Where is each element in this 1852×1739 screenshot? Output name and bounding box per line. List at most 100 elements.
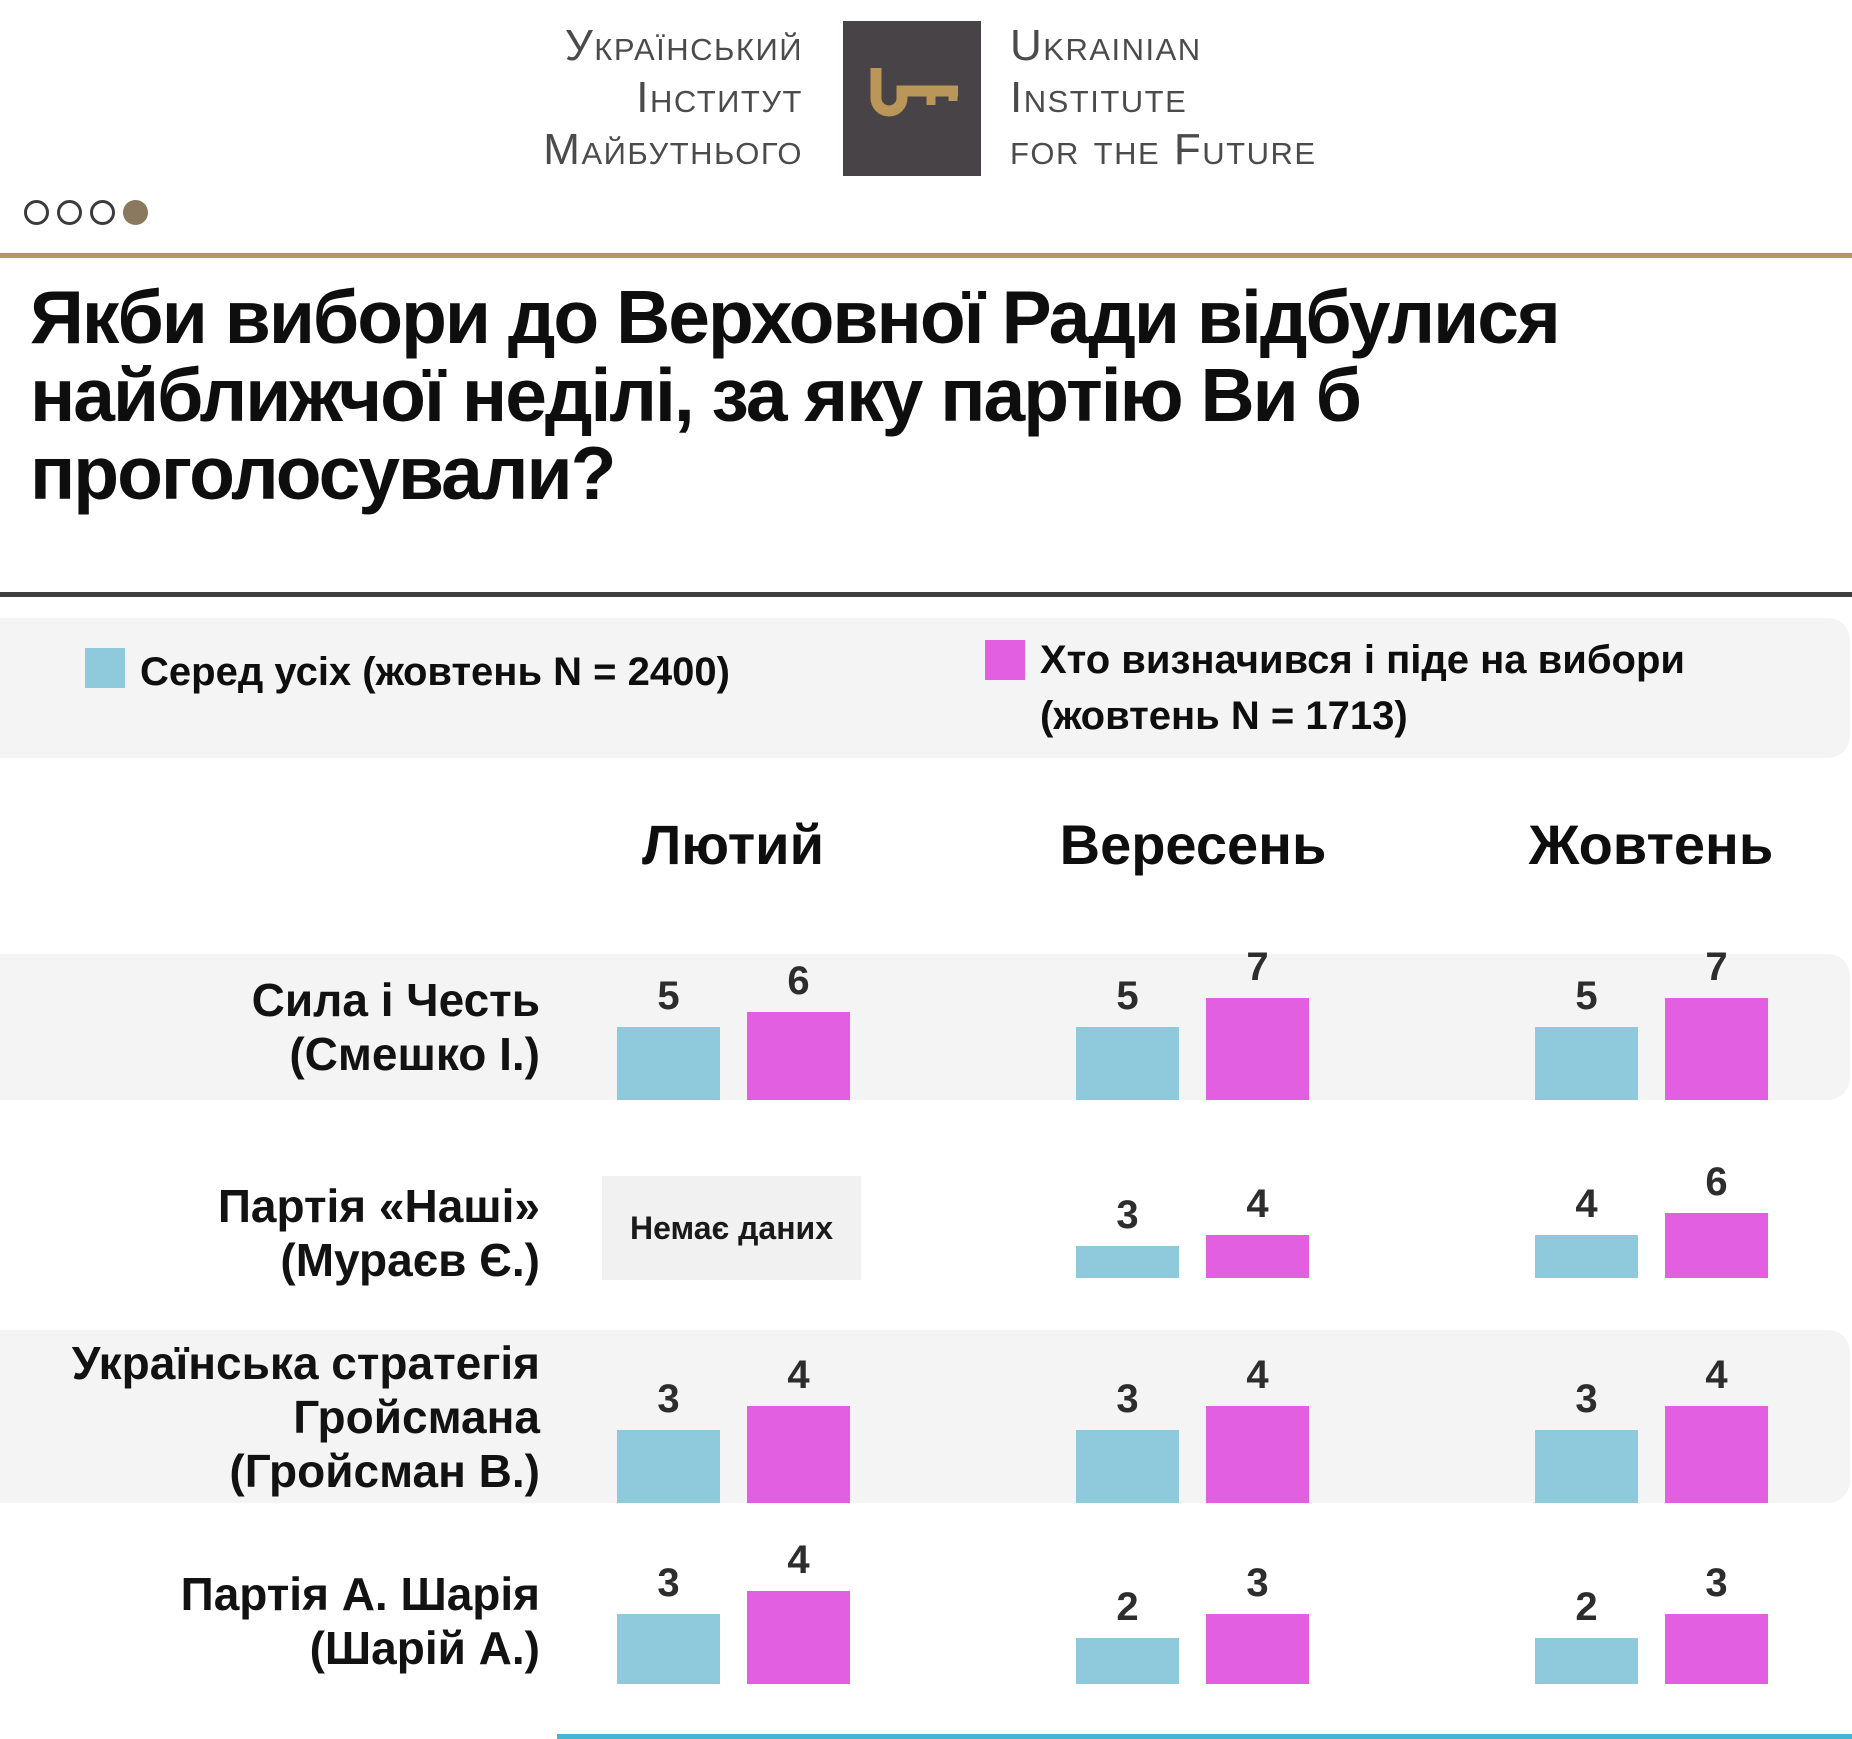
party-label: Партія А. Шарія (Шарій А.)	[0, 1567, 540, 1675]
chart-cell-september: 3 4	[1076, 1103, 1309, 1278]
bar-all-voters: 3	[1535, 1377, 1638, 1503]
logo-line: Український	[564, 21, 803, 70]
bar-all-voters: 5	[617, 974, 720, 1100]
party-name: Партія «Наші»	[217, 1180, 540, 1232]
bar-all-voters: 5	[1535, 974, 1638, 1100]
bar-value-label: 4	[787, 1353, 810, 1397]
bar-all-voters: 3	[1076, 1193, 1179, 1278]
party-leader: (Шарій А.)	[309, 1622, 540, 1674]
party-row-shariy: Партія А. Шарія (Шарій А.) 3 4 2 3 2 3	[0, 1503, 1852, 1739]
slide-pagination	[24, 200, 156, 225]
legend-label-all-voters: Серед усіх (жовтень N = 2400)	[140, 648, 730, 696]
bar-value-label: 5	[657, 974, 680, 1018]
key-icon	[870, 67, 958, 116]
column-header-september: Вересень	[1059, 813, 1327, 876]
bar-value-label: 4	[1246, 1182, 1269, 1226]
chart-cell-october: 4 6	[1535, 1103, 1768, 1278]
bar-decided-voters: 4	[1665, 1353, 1768, 1503]
bar-value-label: 4	[1575, 1182, 1598, 1226]
party-row-nashi: Партія «Наші» (Мураєв Є.) Немає даних 3 …	[0, 1100, 1852, 1330]
bar-all-voters: 5	[1076, 974, 1179, 1100]
title-line: Якби вибори до Верховної Ради відбулися	[30, 275, 1561, 359]
legend-line: (жовтень N = 1713)	[1040, 694, 1408, 738]
party-name: Гройсмана	[293, 1390, 540, 1443]
bar-value-label: 3	[1116, 1377, 1139, 1421]
logo-line: Майбутнього	[543, 125, 803, 174]
gold-divider	[0, 253, 1852, 258]
chart-legend: Серед усіх (жовтень N = 2400) Хто визнач…	[0, 618, 1850, 758]
chart-cell-february: 3 4	[617, 1328, 850, 1503]
bar-value-label: 2	[1116, 1585, 1139, 1629]
no-data-label: Немає даних	[630, 1209, 833, 1246]
party-leader: (Смешко І.)	[289, 1028, 540, 1080]
bar-all-voters: 3	[1076, 1377, 1179, 1503]
party-label: Українська стратегія Гройсмана (Гройсман…	[0, 1336, 540, 1498]
bar-decided-voters: 3	[1206, 1561, 1309, 1684]
legend-swatch-decided-voters	[985, 640, 1025, 680]
bar-value-label: 4	[1705, 1353, 1728, 1397]
chart-cell-february: 3 4	[617, 1509, 850, 1684]
bar-value-label: 3	[1575, 1377, 1598, 1421]
legend-line: Хто визначився і піде на вибори	[1040, 638, 1685, 682]
party-name: Українська стратегія	[71, 1336, 540, 1389]
party-name: Сила і Честь	[251, 974, 540, 1026]
column-header-february: Лютий	[642, 813, 824, 876]
bar-decided-voters: 4	[747, 1538, 850, 1684]
chart-cell-october: 2 3	[1535, 1509, 1768, 1684]
bar-decided-voters: 4	[747, 1353, 850, 1503]
no-data-box: Немає даних	[602, 1176, 861, 1280]
party-row-syla-i-chest: Сила і Честь (Смешко І.) 5 6 5 7 5 7	[0, 945, 1850, 1100]
bar-value-label: 2	[1575, 1585, 1598, 1629]
pagination-dot[interactable]	[57, 200, 82, 225]
pagination-dot[interactable]	[90, 200, 115, 225]
party-label: Сила і Честь (Смешко І.)	[0, 973, 540, 1081]
legend-line: Серед усіх (жовтень N = 2400)	[140, 650, 730, 694]
bar-value-label: 3	[657, 1561, 680, 1605]
bar-value-label: 6	[1705, 1160, 1728, 1204]
bar-value-label: 5	[1575, 974, 1598, 1018]
logo-line: Institute	[1010, 73, 1188, 122]
legend-label-decided-voters: Хто визначився і піде на вибори (жовтень…	[1040, 632, 1685, 744]
party-leader: (Гройсман В.)	[229, 1444, 540, 1497]
bar-decided-voters: 6	[747, 959, 850, 1100]
chart-cell-september: 2 3	[1076, 1509, 1309, 1684]
title-line: найближчої неділі, за яку партію Ви б	[30, 353, 1362, 437]
page-title: Якби вибори до Верховної Ради відбулися …	[30, 275, 1561, 515]
bar-decided-voters: 4	[1206, 1353, 1309, 1503]
next-row-peek	[557, 1734, 1852, 1739]
bar-value-label: 3	[657, 1377, 680, 1421]
bar-decided-voters: 7	[1665, 945, 1768, 1100]
bar-all-voters: 2	[1076, 1585, 1179, 1684]
bar-all-voters: 3	[617, 1377, 720, 1503]
bar-value-label: 4	[787, 1538, 810, 1582]
party-row-hroisman-strategy: Українська стратегія Гройсмана (Гройсман…	[0, 1330, 1850, 1503]
bar-value-label: 5	[1116, 974, 1139, 1018]
pagination-dot[interactable]	[24, 200, 49, 225]
chart-cell-february: 5 6	[617, 925, 850, 1100]
bar-decided-voters: 6	[1665, 1160, 1768, 1278]
column-header-october: Жовтень	[1528, 813, 1774, 876]
bar-decided-voters: 7	[1206, 945, 1309, 1100]
party-leader: (Мураєв Є.)	[280, 1234, 540, 1286]
bar-value-label: 4	[1246, 1353, 1269, 1397]
bar-value-label: 3	[1116, 1193, 1139, 1237]
party-label: Партія «Наші» (Мураєв Є.)	[0, 1179, 540, 1287]
bar-all-voters: 3	[617, 1561, 720, 1684]
dark-divider	[0, 592, 1852, 597]
chart-cell-september: 5 7	[1076, 925, 1309, 1100]
legend-swatch-all-voters	[85, 648, 125, 688]
bar-value-label: 7	[1705, 945, 1728, 989]
pagination-dot-active[interactable]	[123, 200, 148, 225]
bar-decided-voters: 3	[1665, 1561, 1768, 1684]
chart-cell-september: 3 4	[1076, 1328, 1309, 1503]
bar-all-voters: 4	[1535, 1182, 1638, 1278]
title-line: проголосували?	[30, 431, 616, 515]
logo-text-ukrainian: Український Інститут Майбутнього	[300, 20, 803, 176]
institute-logo	[843, 21, 981, 176]
chart-cell-october: 5 7	[1535, 925, 1768, 1100]
logo-line: for the Future	[1010, 125, 1317, 174]
bar-value-label: 3	[1705, 1561, 1728, 1605]
bar-decided-voters: 4	[1206, 1182, 1309, 1278]
chart-cell-october: 3 4	[1535, 1328, 1768, 1503]
